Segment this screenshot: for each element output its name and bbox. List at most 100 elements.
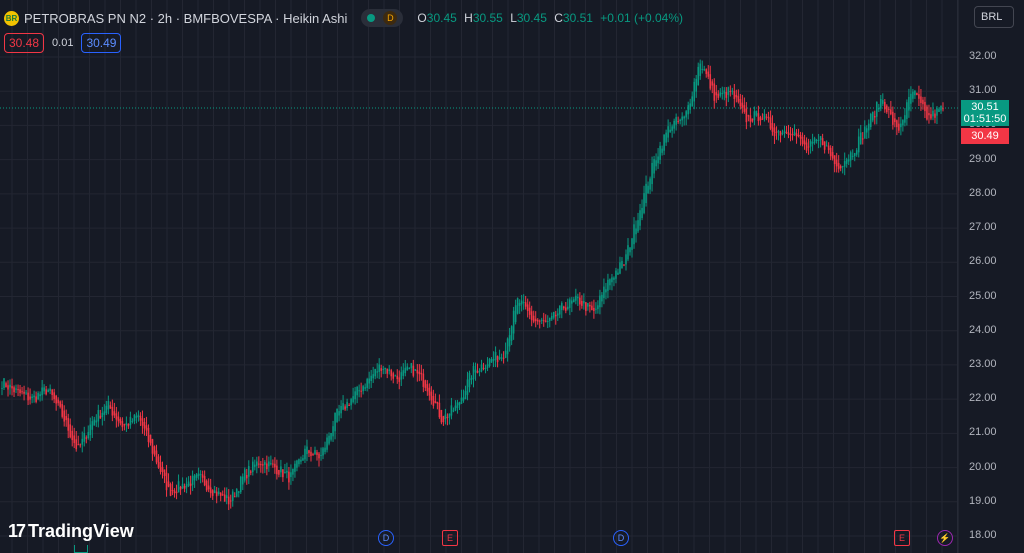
candle (292, 468, 294, 482)
price-tick-label: 32.00 (969, 50, 997, 62)
candle (781, 129, 784, 136)
candle (928, 104, 930, 124)
candle (219, 492, 222, 502)
candle (456, 399, 459, 414)
candle (747, 114, 750, 122)
candle (286, 462, 288, 479)
candle (374, 368, 376, 380)
candle (308, 449, 310, 458)
tradingview-mark-icon: 17 (8, 521, 26, 541)
candle (243, 467, 246, 483)
dividend-event-icon[interactable]: D (613, 530, 629, 546)
candle (316, 449, 318, 461)
dividend-event-icon[interactable]: D (378, 530, 394, 546)
earnings-event-icon[interactable]: E (442, 530, 458, 546)
candle (851, 149, 854, 160)
delayed-data-badge[interactable]: D (383, 11, 398, 25)
candle (609, 278, 611, 290)
candle (256, 456, 258, 474)
candle (805, 137, 808, 154)
candle (693, 78, 696, 110)
candle (7, 380, 9, 397)
candle (201, 470, 204, 483)
candle (416, 364, 419, 382)
candle (569, 297, 571, 316)
candle (254, 459, 256, 471)
candle (888, 106, 890, 119)
candle (43, 384, 45, 395)
candle (249, 469, 252, 476)
buy-button[interactable]: 30.49 (81, 33, 122, 53)
candle (665, 129, 667, 146)
candle (340, 400, 342, 419)
candle (141, 410, 144, 434)
candle (23, 385, 25, 401)
candle (791, 128, 794, 141)
candle (288, 467, 290, 490)
candle (272, 459, 274, 468)
candle (270, 455, 272, 466)
candle (9, 379, 11, 395)
candle (721, 86, 724, 100)
candle (364, 383, 366, 392)
candle (514, 299, 517, 325)
price-tick-label: 24.00 (969, 323, 997, 336)
candle (87, 425, 90, 440)
candle (336, 408, 338, 423)
candle (546, 315, 549, 329)
candle (767, 111, 770, 123)
currency-selector[interactable]: BRL (974, 6, 1014, 28)
sell-button[interactable]: 30.48 (4, 33, 45, 53)
candle (639, 203, 641, 231)
price-tick-label: 27.00 (969, 221, 997, 234)
candle (11, 378, 13, 396)
symbol-header: BR PETROBRAS PN N2 · 2h · BMFBOVESPA · H… (4, 8, 687, 28)
earnings-event-icon[interactable]: E (894, 530, 910, 546)
candle (97, 404, 100, 428)
candle (95, 414, 98, 427)
candle (877, 103, 880, 112)
candle (121, 417, 124, 431)
candle (623, 264, 625, 267)
candle (233, 492, 236, 498)
candle (127, 423, 130, 429)
candle (79, 443, 82, 448)
candle (819, 135, 822, 148)
candle (372, 366, 374, 383)
candle (205, 479, 208, 492)
candle (605, 282, 607, 300)
candle (225, 487, 228, 505)
candle (603, 278, 605, 305)
candle (635, 220, 637, 243)
candle (504, 342, 507, 359)
candle (687, 101, 689, 120)
candle (251, 456, 254, 476)
trade-panel: 30.48 0.01 30.49 (4, 33, 122, 53)
candle (358, 384, 360, 398)
price-tick-label: 26.00 (969, 255, 997, 268)
candle (843, 152, 846, 176)
symbol-title[interactable]: PETROBRAS PN N2 · 2h · BMFBOVESPA · Heik… (24, 10, 348, 26)
candle (39, 391, 41, 402)
candle (169, 482, 172, 497)
market-status[interactable]: D (361, 9, 404, 27)
candle (631, 237, 633, 258)
tradingview-logo[interactable]: 17 TradingView (8, 521, 134, 542)
candle (900, 116, 902, 136)
candle (671, 124, 673, 138)
news-flash-icon[interactable]: ⚡ (937, 530, 953, 546)
candle (940, 105, 942, 114)
candle (203, 470, 206, 487)
candle (135, 412, 138, 424)
candle (807, 138, 810, 155)
candle (725, 87, 728, 107)
candle (27, 387, 29, 406)
candle (520, 294, 523, 312)
split-event-icon[interactable] (74, 545, 88, 553)
candle (619, 256, 621, 275)
ohlc-readout: O30.45 H30.55 L30.45 C30.51 +0.01 (+0.04… (417, 11, 684, 25)
candle (440, 409, 443, 425)
bid-price-label: 30.49 (961, 128, 1009, 144)
candle (183, 483, 186, 493)
